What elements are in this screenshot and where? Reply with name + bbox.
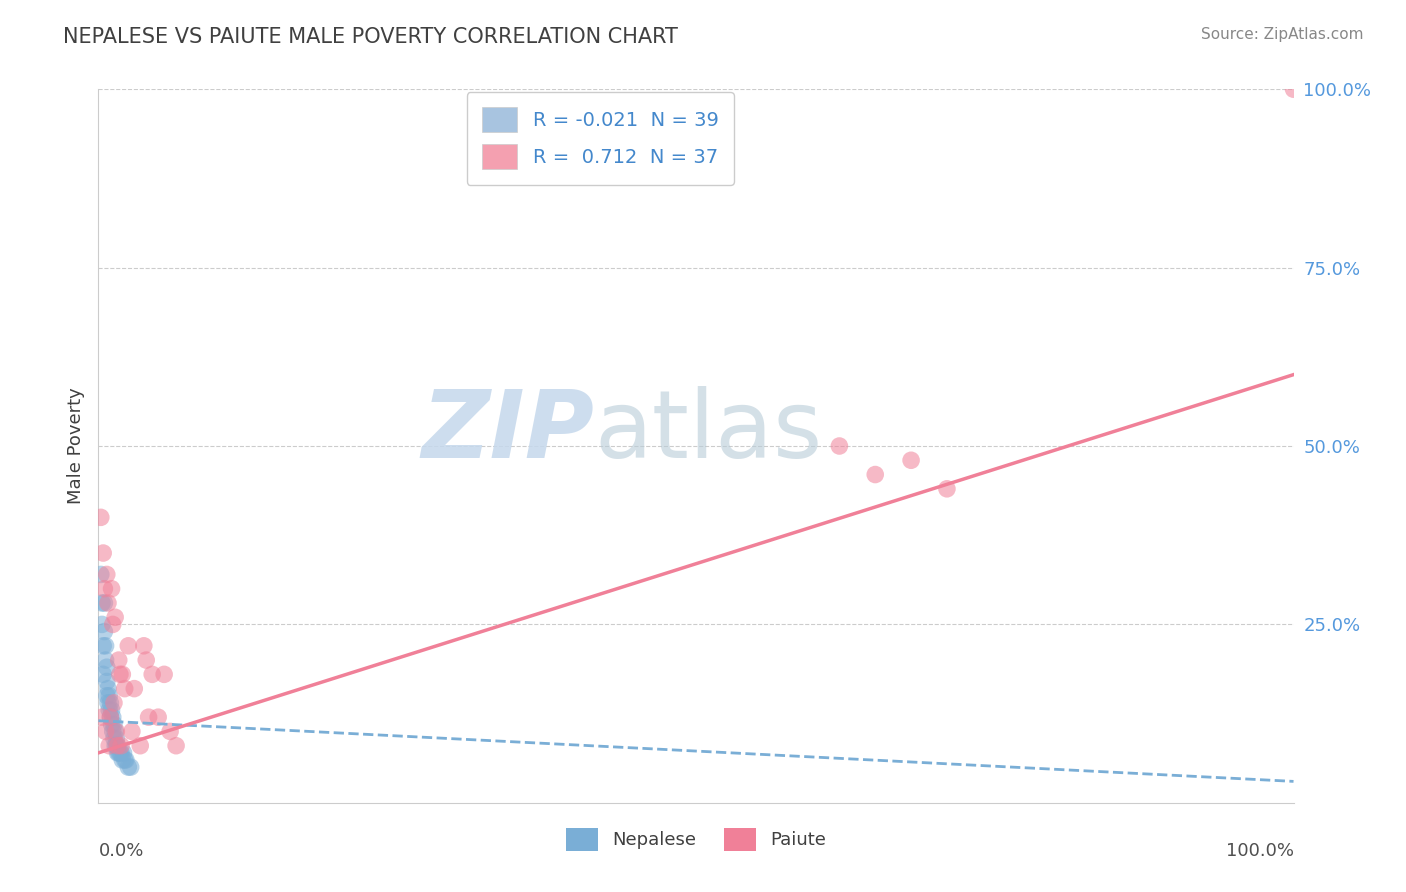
Point [865, 467, 887, 482]
Point [117, 760, 139, 774]
Point [165, 739, 187, 753]
Point [97, 696, 120, 710]
Point [141, 667, 163, 681]
Point [100, 703, 122, 717]
Point [90, 567, 112, 582]
Point [96, 660, 118, 674]
Point [138, 710, 160, 724]
Point [828, 439, 851, 453]
Text: atlas: atlas [595, 385, 823, 478]
Point [107, 746, 129, 760]
Point [98, 710, 122, 724]
Point [100, 717, 122, 731]
Point [120, 760, 142, 774]
Point [105, 724, 128, 739]
Point [98, 710, 122, 724]
Point [100, 582, 122, 596]
Point [98, 739, 121, 753]
Point [98, 689, 121, 703]
Point [115, 753, 138, 767]
Point [97, 681, 120, 696]
Point [117, 639, 139, 653]
Point [129, 739, 152, 753]
Point [153, 667, 176, 681]
Point [111, 667, 134, 681]
Point [90, 510, 112, 524]
Point [107, 739, 129, 753]
Point [101, 724, 124, 739]
Point [96, 689, 118, 703]
Point [104, 724, 127, 739]
Point [103, 717, 125, 731]
Point [93, 596, 115, 610]
Text: 100.0%: 100.0% [1226, 842, 1294, 860]
Legend: Nepalese, Paiute: Nepalese, Paiute [558, 821, 834, 858]
Point [108, 667, 131, 681]
Point [98, 703, 121, 717]
Point [1282, 82, 1305, 96]
Point [93, 624, 115, 639]
Point [105, 731, 128, 746]
Point [107, 739, 129, 753]
Point [114, 681, 136, 696]
Point [96, 674, 118, 689]
Point [124, 681, 146, 696]
Point [91, 546, 114, 560]
Point [91, 667, 114, 681]
Point [94, 639, 117, 653]
Point [110, 746, 132, 760]
Point [107, 653, 129, 667]
Point [96, 567, 118, 582]
Point [91, 596, 114, 610]
Point [159, 724, 181, 739]
Point [93, 582, 115, 596]
Point [101, 710, 124, 724]
Point [97, 596, 120, 610]
Y-axis label: Male Poverty: Male Poverty [66, 388, 84, 504]
Point [101, 617, 124, 632]
Point [110, 739, 132, 753]
Point [91, 639, 114, 653]
Point [112, 746, 135, 760]
Point [135, 653, 157, 667]
Point [111, 753, 134, 767]
Point [114, 753, 136, 767]
Point [900, 453, 922, 467]
Point [105, 739, 128, 753]
Point [94, 653, 117, 667]
Point [91, 710, 114, 724]
Point [121, 724, 143, 739]
Point [148, 710, 170, 724]
Point [936, 482, 959, 496]
Point [94, 724, 117, 739]
Text: NEPALESE VS PAIUTE MALE POVERTY CORRELATION CHART: NEPALESE VS PAIUTE MALE POVERTY CORRELAT… [63, 27, 678, 46]
Point [103, 696, 125, 710]
Point [104, 610, 127, 624]
Point [91, 617, 114, 632]
Point [108, 746, 131, 760]
Text: 0.0%: 0.0% [98, 842, 143, 860]
Point [104, 739, 127, 753]
Point [103, 731, 125, 746]
Point [107, 746, 129, 760]
Text: Source: ZipAtlas.com: Source: ZipAtlas.com [1201, 27, 1364, 42]
Point [98, 696, 122, 710]
Text: ZIP: ZIP [422, 385, 595, 478]
Point [132, 639, 155, 653]
